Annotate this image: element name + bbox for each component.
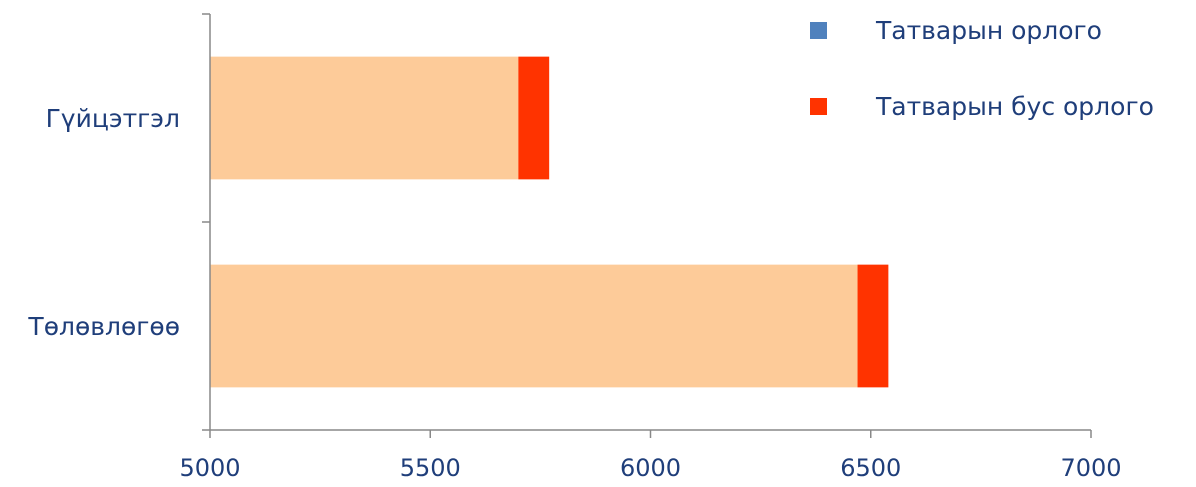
legend-label: Татварын орлого [875,16,1102,45]
x-axis-tick-label: 5000 [179,454,240,482]
legend-swatch [810,98,827,115]
x-axis-tick-labels: 5000 5500 6000 6500 7000 [179,454,1121,482]
y-axis-ticks [202,13,210,431]
legend-swatch [810,22,827,39]
x-axis-tick-label: 5500 [400,454,461,482]
bar-segment [210,264,858,388]
legend: Татварын орлого Татварын бус орлого [810,16,1154,121]
x-axis-tick-label: 7000 [1060,454,1121,482]
x-axis-tick-label: 6000 [620,454,681,482]
bar-segment [210,56,519,180]
bar-segment [518,56,550,180]
legend-label: Татварын бус орлого [875,92,1154,121]
category-labels: Гүйцэтгэл Төлөвлөгөө [27,104,180,341]
x-axis-tick-label: 6500 [840,454,901,482]
category-label: Гүйцэтгэл [46,104,180,133]
bars-layer [210,56,889,388]
x-axis-ticks [209,430,1092,438]
bar-segment [857,264,889,388]
category-label: Төлөвлөгөө [27,312,180,341]
